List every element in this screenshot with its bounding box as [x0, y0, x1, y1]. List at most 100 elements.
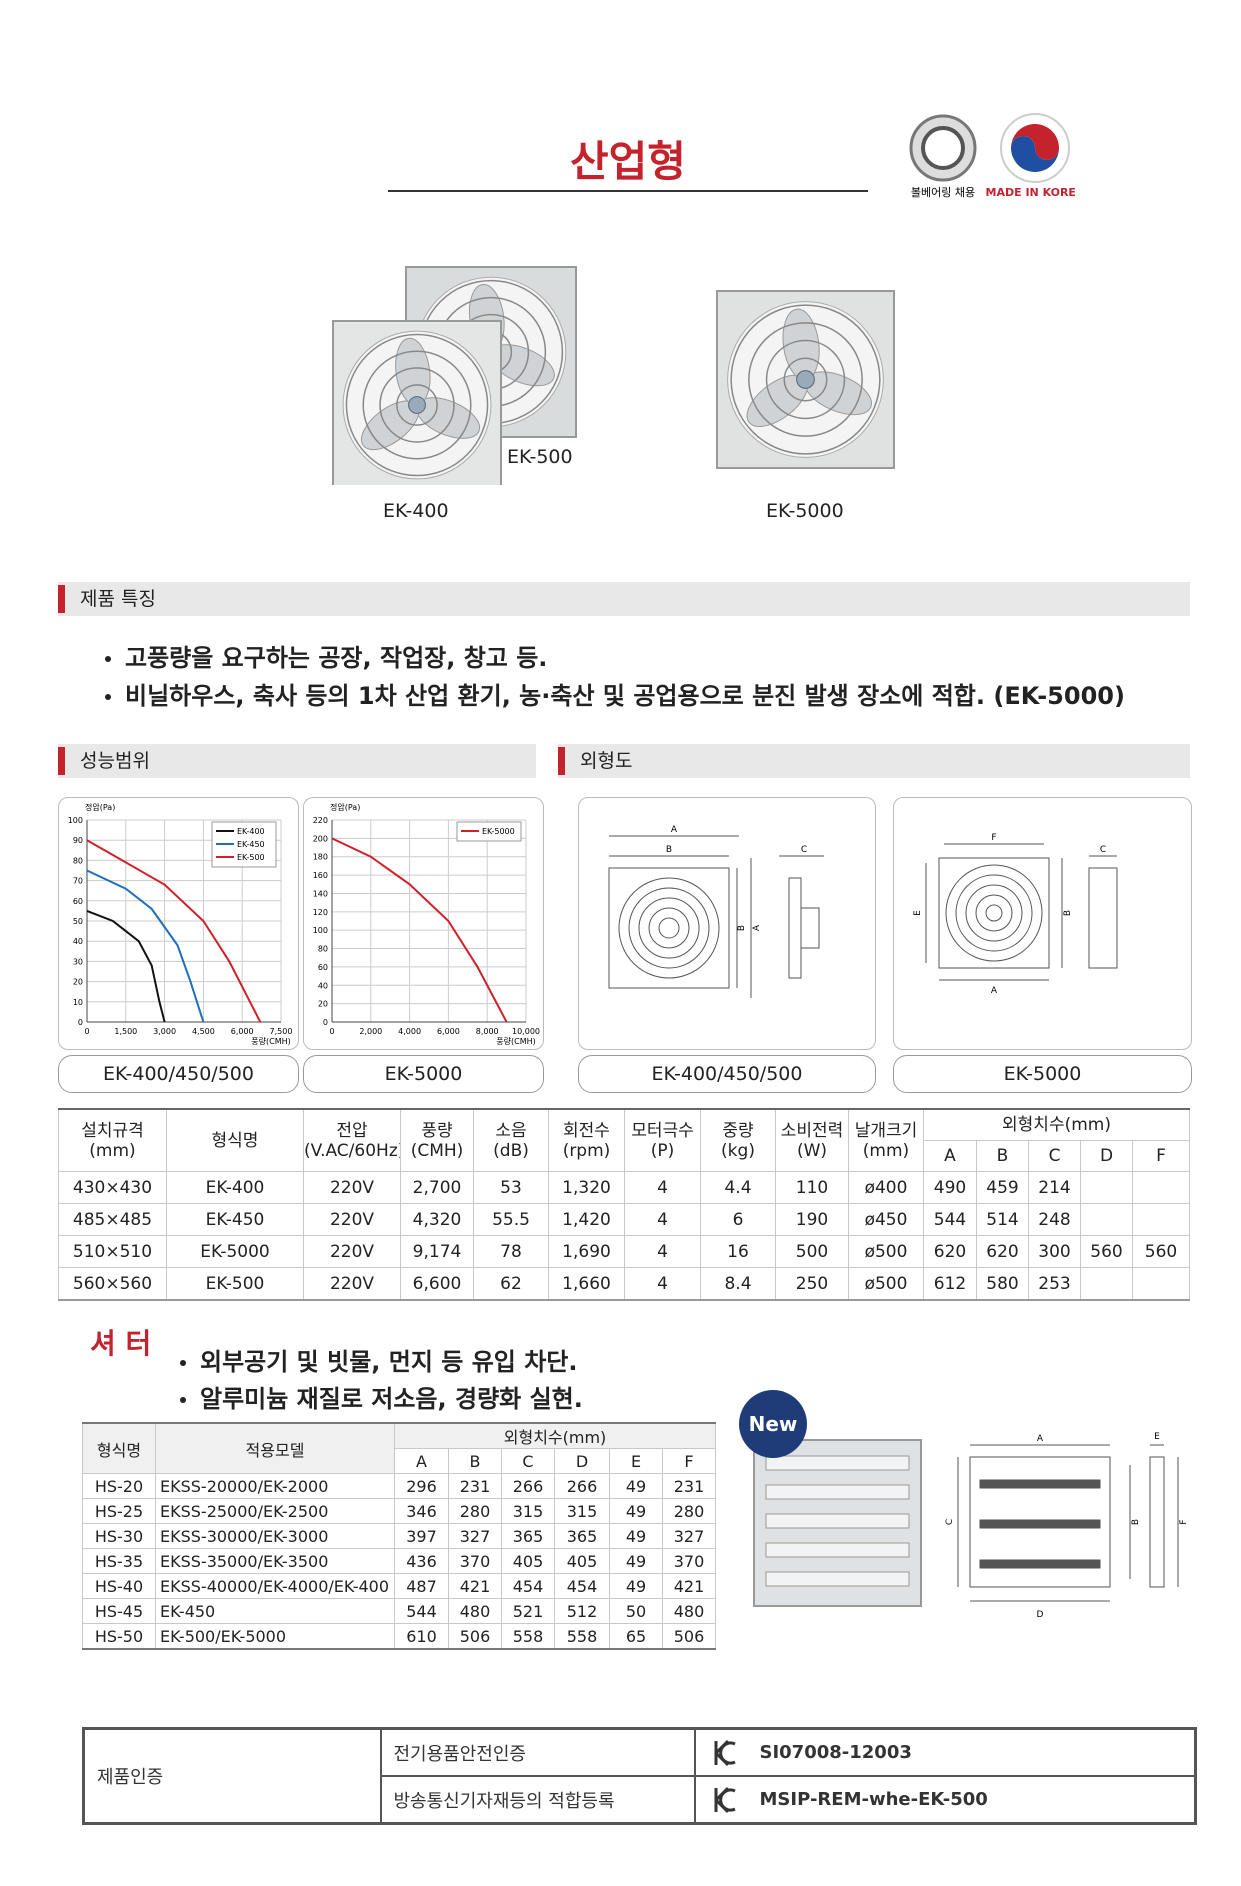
drawing-line: [658, 917, 680, 939]
table-cell: 544: [394, 1598, 449, 1624]
header-cell: 외형치수(mm): [922, 1108, 1191, 1141]
table-cell: 510×510: [58, 1235, 167, 1268]
x-tick-label: 0: [329, 1027, 334, 1036]
table-cell: EK-500/EK-5000: [155, 1623, 395, 1650]
data-row: HS-40 EKSS-40000/EK-4000/EK-400 487 421 454 4…: [82, 1573, 717, 1599]
y-tick-label: 20: [318, 1000, 328, 1009]
table-cell: 49: [609, 1548, 663, 1574]
section-header: 성능범위: [58, 744, 536, 778]
dimension-label: B: [1063, 910, 1073, 916]
y-tick-label: 60: [318, 963, 328, 972]
table-cell: 620: [923, 1235, 977, 1268]
header-cell: 중량 (kg): [700, 1108, 776, 1172]
table-cell: 110: [775, 1171, 849, 1204]
drawing-line: [965, 884, 1023, 942]
table-cell: 55.5: [473, 1203, 549, 1236]
dimension-label: F: [991, 833, 996, 843]
dimension-label: C: [801, 845, 807, 855]
table-cell: 315: [554, 1498, 610, 1524]
header-cell: 소음 (dB): [473, 1108, 549, 1172]
table-cell: 397: [394, 1523, 449, 1549]
dimension-label: D: [1037, 1610, 1044, 1620]
empty-cell: [1080, 1267, 1133, 1301]
y-tick-label: 100: [68, 816, 83, 825]
y-axis-title: 정압(Pa): [85, 802, 115, 812]
data-row: HS-30 EKSS-30000/EK-3000 397 327 365 365 49 327: [82, 1523, 717, 1549]
table-cell: HS-35: [82, 1548, 156, 1574]
data-row: HS-20 EKSS-20000/EK-2000 296 231 266 266 49 231: [82, 1473, 717, 1499]
data-row: HS-25 EKSS-25000/EK-2500 346 280 315 315 49 280: [82, 1498, 717, 1524]
shutter-text: 외부공기 및 빗물, 먼지 등 유입 차단.: [200, 1348, 578, 1376]
table-cell: 16: [700, 1235, 776, 1268]
header-cell: 모터극수 (P): [624, 1108, 701, 1172]
dimension-label: A: [671, 825, 678, 835]
header-cell: 날개크기 (mm): [848, 1108, 924, 1172]
empty-cell: [1131, 1203, 1191, 1236]
header-row: 설치규격 (mm) 형식명 전압 (V.AC/60Hz) 풍량 (CMH) 소음 (dB) 회전수…: [58, 1108, 1191, 1172]
shutter-title: 셔 터: [90, 1327, 152, 1360]
kc-logo: [714, 1786, 736, 1813]
header-text: (CMH): [410, 1140, 464, 1161]
table-cell: 4,320: [400, 1203, 474, 1236]
drawing-line: [955, 874, 1033, 952]
header-cell: D: [554, 1448, 610, 1474]
drawing-line: [800, 907, 820, 949]
chart-box: 정압(Pa) 풍량(CMH) 0 10 20 30 40 50 60 70 80 90 100 0 1,50…: [58, 797, 299, 1050]
header-text: 소비전력: [780, 1120, 844, 1141]
table-cell: 370: [661, 1548, 717, 1574]
header-cell: 회전수 (rpm): [548, 1108, 625, 1172]
cert-code: SI07008-12003: [759, 1741, 912, 1763]
cert-row: 제품인증 전기용품안전인증 SI07008-12003: [82, 1727, 1197, 1825]
table-cell: 612: [923, 1267, 977, 1301]
y-tick-label: 40: [73, 937, 83, 946]
y-tick-label: 70: [73, 877, 83, 886]
table-cell: 480: [661, 1598, 717, 1624]
table-cell: 4: [624, 1203, 701, 1236]
cert-code-cell: MSIP-REM-whe-EK-500: [693, 1775, 1197, 1825]
table-cell: 248: [1028, 1203, 1081, 1236]
header-cell: A: [394, 1448, 449, 1474]
table-cell: 430×430: [58, 1171, 167, 1204]
table-cell: HS-20: [82, 1473, 156, 1499]
badge-label: MADE IN KOREA: [986, 186, 1075, 199]
fan-guard: [765, 339, 846, 420]
empty-cell: [1131, 1171, 1191, 1204]
header-row: 형식명 적용모델 외형치수(mm): [82, 1422, 717, 1474]
drawing-line: [1088, 867, 1118, 969]
x-tick-label: 4,500: [192, 1027, 215, 1036]
table-cell: 506: [661, 1623, 717, 1650]
header-text: (mm): [862, 1140, 910, 1161]
x-tick-label: 7,500: [270, 1027, 293, 1036]
shutter-louver: [765, 1484, 910, 1500]
table-cell: 610: [394, 1623, 449, 1650]
table-cell: 490: [923, 1171, 977, 1204]
x-tick-label: 10,000: [512, 1027, 540, 1036]
x-axis-title: 풍량(CMH): [251, 1036, 290, 1046]
product-images: [332, 266, 895, 485]
dimension-label: C: [1100, 845, 1106, 855]
data-row: 485×485 EK-450 220V 4,320 55.5 1,420 4 6 190 ø450…: [58, 1203, 1191, 1236]
x-tick-label: 0: [84, 1027, 89, 1036]
table-cell: 480: [448, 1598, 502, 1624]
table-cell: 421: [448, 1573, 502, 1599]
table-cell: 620: [976, 1235, 1029, 1268]
chart: 정압(Pa) 풍량(CMH) 0 20 40 60 80 100 120 140 160 180 200…: [313, 802, 540, 1046]
fan-guard: [783, 357, 828, 402]
table-cell: 231: [448, 1473, 502, 1499]
drawing-line: [618, 877, 720, 979]
table-cell: EKSS-35000/EK-3500: [155, 1548, 395, 1574]
table-cell: 4.4: [700, 1171, 776, 1204]
table-cell: 315: [501, 1498, 555, 1524]
drawing-line: [608, 867, 730, 989]
y-axis-title: 정압(Pa): [330, 802, 360, 812]
dimension-label: C: [945, 1519, 955, 1525]
table-cell: 214: [1028, 1171, 1081, 1204]
product-label: EK-400: [383, 500, 449, 522]
y-tick-label: 120: [313, 908, 328, 917]
table-cell: 4: [624, 1267, 701, 1301]
y-tick-label: 50: [73, 917, 83, 926]
data-row: HS-35 EKSS-35000/EK-3500 436 370 405 405 49 370: [82, 1548, 717, 1574]
dimension-label: A: [991, 986, 998, 996]
